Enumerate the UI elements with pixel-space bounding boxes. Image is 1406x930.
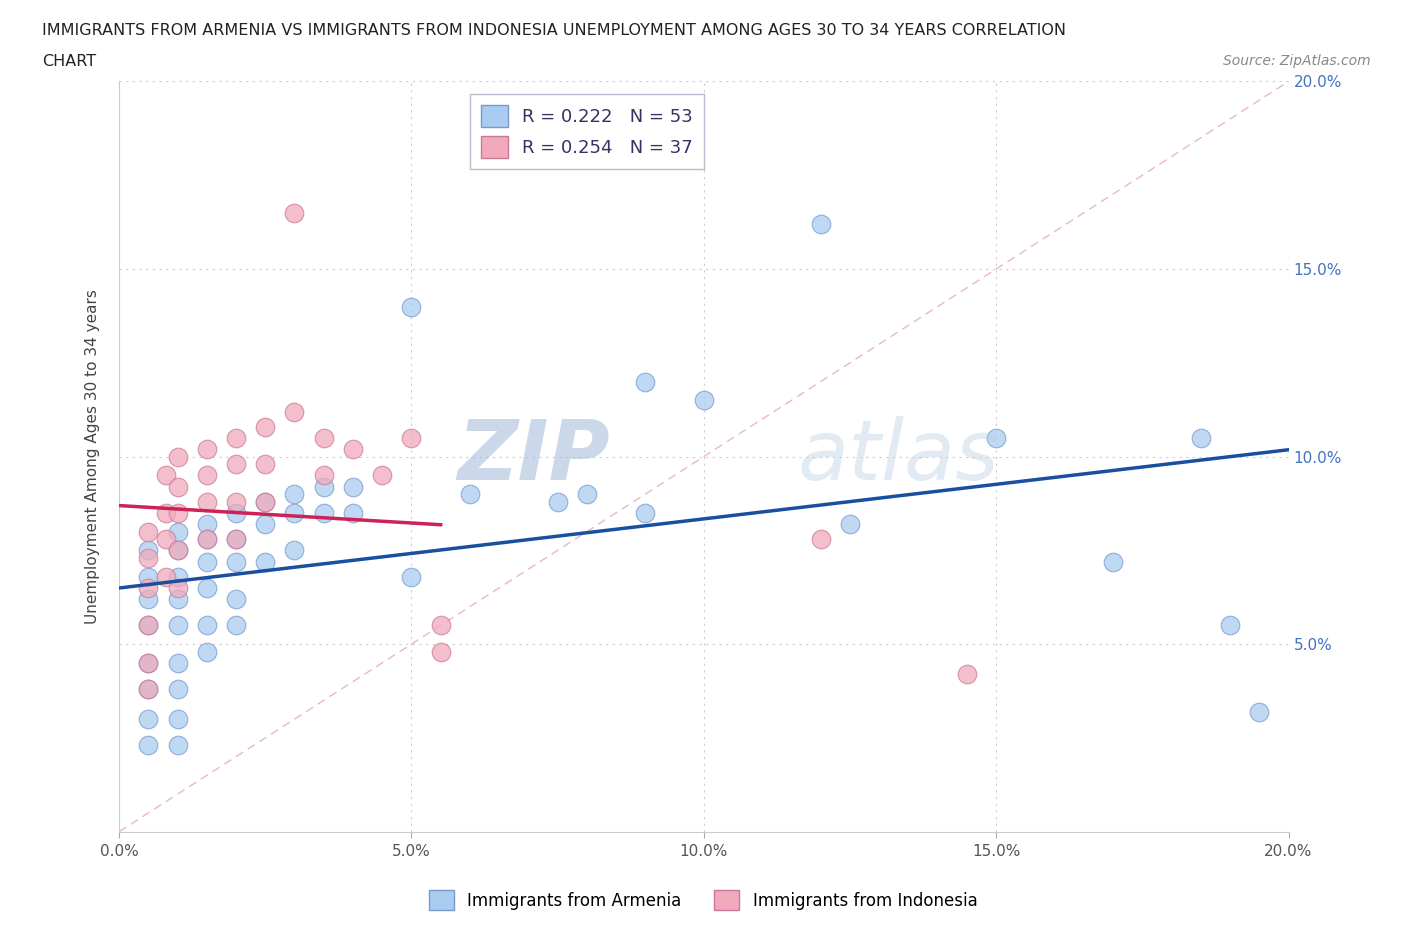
Point bbox=[254, 494, 277, 509]
Point bbox=[166, 525, 188, 539]
Point bbox=[136, 682, 159, 697]
Point bbox=[283, 486, 305, 501]
Point bbox=[254, 517, 277, 532]
Point bbox=[225, 431, 247, 445]
Point bbox=[1102, 554, 1125, 569]
Point bbox=[166, 505, 188, 520]
Text: atlas: atlas bbox=[797, 416, 1000, 497]
Point bbox=[166, 569, 188, 584]
Point bbox=[342, 442, 364, 457]
Point bbox=[166, 711, 188, 726]
Point bbox=[166, 618, 188, 632]
Point bbox=[254, 554, 277, 569]
Point bbox=[1189, 431, 1212, 445]
Point bbox=[225, 532, 247, 547]
Point bbox=[136, 543, 159, 558]
Point bbox=[136, 551, 159, 565]
Point bbox=[401, 299, 423, 314]
Point bbox=[195, 532, 218, 547]
Point bbox=[166, 682, 188, 697]
Point bbox=[225, 591, 247, 606]
Point bbox=[136, 738, 159, 753]
Legend: R = 0.222   N = 53, R = 0.254   N = 37: R = 0.222 N = 53, R = 0.254 N = 37 bbox=[470, 94, 704, 169]
Point bbox=[810, 532, 832, 547]
Point bbox=[136, 656, 159, 671]
Point bbox=[166, 580, 188, 595]
Point bbox=[458, 486, 481, 501]
Text: ZIP: ZIP bbox=[457, 416, 610, 497]
Point bbox=[956, 667, 979, 682]
Point bbox=[166, 738, 188, 753]
Point bbox=[342, 505, 364, 520]
Point bbox=[195, 468, 218, 483]
Point bbox=[155, 468, 177, 483]
Point bbox=[634, 505, 657, 520]
Point bbox=[136, 591, 159, 606]
Point bbox=[371, 468, 394, 483]
Point bbox=[547, 494, 569, 509]
Point bbox=[166, 449, 188, 464]
Point bbox=[225, 494, 247, 509]
Point bbox=[342, 479, 364, 494]
Point bbox=[166, 591, 188, 606]
Point bbox=[254, 419, 277, 434]
Point bbox=[136, 580, 159, 595]
Point bbox=[810, 217, 832, 232]
Point bbox=[166, 656, 188, 671]
Point bbox=[312, 431, 335, 445]
Point bbox=[195, 494, 218, 509]
Point bbox=[693, 392, 716, 407]
Point bbox=[986, 431, 1008, 445]
Point bbox=[155, 569, 177, 584]
Point bbox=[254, 457, 277, 472]
Point bbox=[195, 442, 218, 457]
Y-axis label: Unemployment Among Ages 30 to 34 years: Unemployment Among Ages 30 to 34 years bbox=[86, 289, 100, 624]
Point bbox=[575, 486, 598, 501]
Point bbox=[155, 532, 177, 547]
Point bbox=[195, 532, 218, 547]
Point bbox=[283, 405, 305, 419]
Point bbox=[254, 494, 277, 509]
Point bbox=[136, 656, 159, 671]
Point bbox=[195, 618, 218, 632]
Point bbox=[312, 468, 335, 483]
Point bbox=[166, 543, 188, 558]
Point bbox=[225, 618, 247, 632]
Point bbox=[1249, 704, 1271, 719]
Point bbox=[155, 505, 177, 520]
Text: CHART: CHART bbox=[42, 54, 96, 69]
Point bbox=[312, 479, 335, 494]
Point bbox=[136, 618, 159, 632]
Point bbox=[136, 618, 159, 632]
Text: Source: ZipAtlas.com: Source: ZipAtlas.com bbox=[1223, 54, 1371, 68]
Point bbox=[429, 618, 451, 632]
Point bbox=[225, 554, 247, 569]
Point bbox=[136, 682, 159, 697]
Point bbox=[839, 517, 862, 532]
Point bbox=[1219, 618, 1241, 632]
Point bbox=[312, 505, 335, 520]
Point bbox=[401, 431, 423, 445]
Point bbox=[634, 374, 657, 389]
Point bbox=[195, 517, 218, 532]
Point bbox=[166, 479, 188, 494]
Point bbox=[401, 569, 423, 584]
Point bbox=[136, 569, 159, 584]
Point bbox=[195, 644, 218, 659]
Point bbox=[136, 525, 159, 539]
Point bbox=[166, 543, 188, 558]
Point bbox=[195, 580, 218, 595]
Point bbox=[195, 554, 218, 569]
Point bbox=[283, 543, 305, 558]
Point bbox=[225, 457, 247, 472]
Point bbox=[136, 711, 159, 726]
Point bbox=[283, 206, 305, 220]
Point bbox=[225, 505, 247, 520]
Point bbox=[429, 644, 451, 659]
Point bbox=[225, 532, 247, 547]
Point bbox=[283, 505, 305, 520]
Legend: Immigrants from Armenia, Immigrants from Indonesia: Immigrants from Armenia, Immigrants from… bbox=[422, 884, 984, 917]
Text: IMMIGRANTS FROM ARMENIA VS IMMIGRANTS FROM INDONESIA UNEMPLOYMENT AMONG AGES 30 : IMMIGRANTS FROM ARMENIA VS IMMIGRANTS FR… bbox=[42, 23, 1066, 38]
